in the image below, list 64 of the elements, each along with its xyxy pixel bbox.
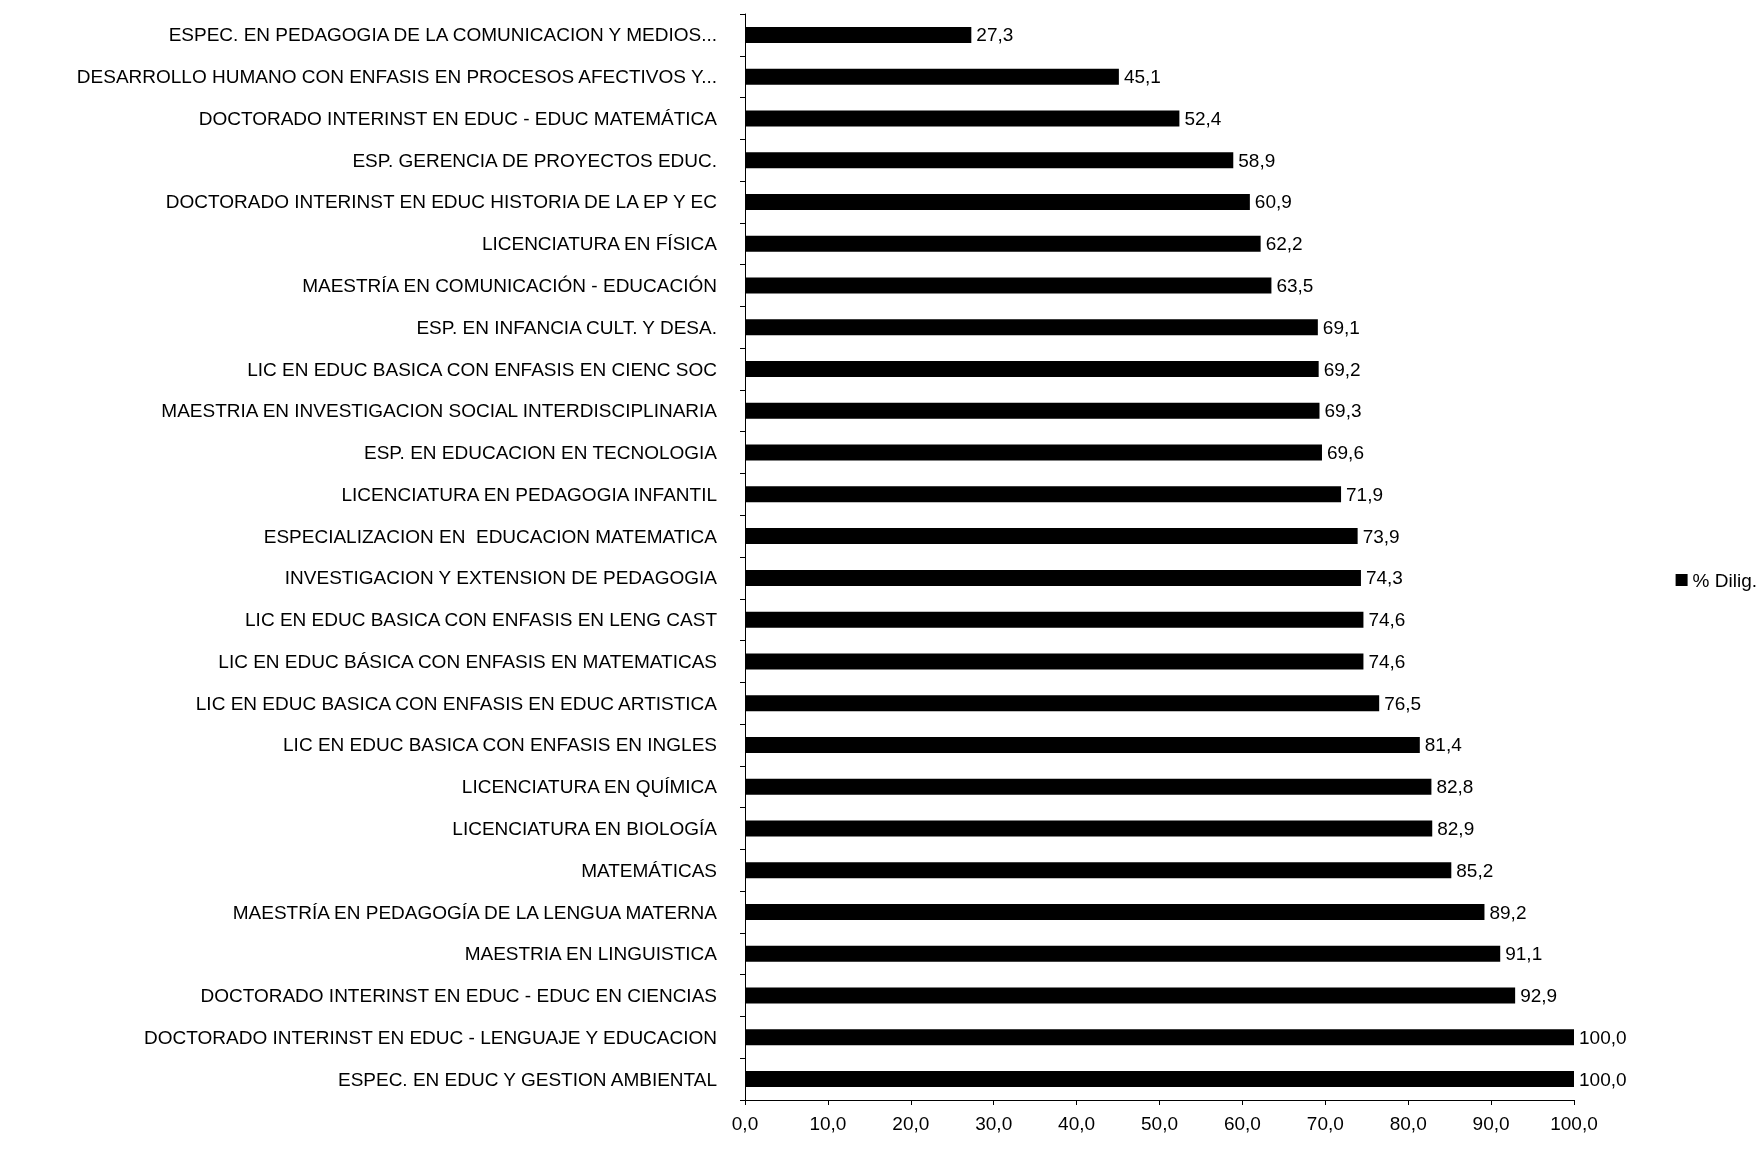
y-tick-label: DOCTORADO INTERINST EN EDUC - LENGUAJE Y EDUCACION xyxy=(144,1026,717,1048)
y-tick-label: DOCTORADO INTERINST EN EDUC HISTORIA DE LA EP Y EC xyxy=(165,191,717,213)
y-tick-label: LICENCIATURA EN FÍSICA xyxy=(481,233,718,255)
data-label: 69,2 xyxy=(1323,358,1361,380)
y-tick-label: ESPEC. EN EDUC Y GESTION AMBIENTAL xyxy=(337,1068,717,1090)
x-tick-label: 70,0 xyxy=(1306,1113,1344,1134)
data-label: 71,9 xyxy=(1346,483,1384,505)
y-tick-label: ESP. EN EDUCACION EN TECNOLOGIA xyxy=(364,442,718,464)
y-tick-label: MAESTRÍA EN COMUNICACIÓN - EDUCACIÓN xyxy=(302,275,717,296)
data-label: 92,9 xyxy=(1520,985,1558,1007)
y-tick-label: LIC EN EDUC BASICA CON ENFASIS EN LENG CAST xyxy=(245,609,718,631)
data-label: 100,0 xyxy=(1579,1068,1627,1090)
legend-label: % Dilig. xyxy=(1692,569,1757,591)
data-label: 82,8 xyxy=(1436,776,1474,798)
data-label: 89,2 xyxy=(1489,901,1527,923)
data-label: 74,3 xyxy=(1365,567,1403,589)
y-tick-label: LICENCIATURA EN QUÍMICA xyxy=(461,776,718,798)
x-tick-label: 100,0 xyxy=(1550,1113,1598,1134)
x-tick-label: 0,0 xyxy=(731,1113,759,1134)
x-tick-label: 90,0 xyxy=(1472,1113,1510,1134)
data-label: 81,4 xyxy=(1424,734,1463,756)
x-tick-label: 30,0 xyxy=(975,1113,1013,1134)
data-label: 45,1 xyxy=(1123,66,1161,88)
y-tick-label: ESP. GERENCIA DE PROYECTOS EDUC. xyxy=(352,149,717,171)
y-tick-label: DOCTORADO INTERINST EN EDUC - EDUC EN CIENCIAS xyxy=(200,985,717,1007)
y-tick-label: DOCTORADO INTERINST EN EDUC - EDUC MATEMÁTICA xyxy=(198,107,718,129)
y-tick-label: LIC EN EDUC BASICA CON ENFASIS EN INGLES xyxy=(283,734,717,756)
data-label: 76,5 xyxy=(1384,692,1422,714)
data-label: 73,9 xyxy=(1362,525,1400,547)
x-tick-label: 80,0 xyxy=(1389,1113,1427,1134)
x-tick-label: 20,0 xyxy=(892,1113,930,1134)
y-tick-label: MAESTRIA EN INVESTIGACION SOCIAL INTERDISCIPLINARIA xyxy=(161,400,718,422)
y-tick-label: LIC EN EDUC BASICA CON ENFASIS EN CIENC SOC xyxy=(247,358,717,380)
data-label: 69,3 xyxy=(1324,400,1362,422)
x-tick-label: 40,0 xyxy=(1058,1113,1096,1134)
data-label: 63,5 xyxy=(1276,275,1314,296)
y-tick-label: LIC EN EDUC BÁSICA CON ENFASIS EN MATEMATICAS xyxy=(218,650,717,672)
y-tick-label: MAESTRIA EN LINGUISTICA xyxy=(464,943,718,965)
y-tick-label: LIC EN EDUC BASICA CON ENFASIS EN EDUC ARTISTICA xyxy=(195,692,718,714)
y-tick-label: ESPEC. EN PEDAGOGIA DE LA COMUNICACION Y MEDIOS... xyxy=(168,24,717,46)
data-label: 27,3 xyxy=(976,24,1014,46)
data-label: 91,1 xyxy=(1505,943,1543,965)
data-label: 52,4 xyxy=(1184,107,1222,129)
x-tick-label: 10,0 xyxy=(809,1113,847,1134)
data-label: 100,0 xyxy=(1579,1026,1627,1048)
y-tick-label: LICENCIATURA EN BIOLOGÍA xyxy=(452,818,718,839)
data-label: 74,6 xyxy=(1368,609,1406,631)
data-label: 58,9 xyxy=(1238,149,1276,171)
y-tick-label: ESPECIALIZACION EN EDUCACION MATEMATICA xyxy=(263,525,718,547)
data-label: 74,6 xyxy=(1368,650,1406,672)
x-tick-label: 60,0 xyxy=(1223,1113,1261,1134)
data-label: 82,9 xyxy=(1437,818,1475,839)
data-label: 60,9 xyxy=(1254,191,1292,213)
y-tick-label: LICENCIATURA EN PEDAGOGIA INFANTIL xyxy=(341,483,717,505)
data-label: 62,2 xyxy=(1265,233,1303,255)
data-label: 69,6 xyxy=(1326,442,1364,464)
data-label: 69,1 xyxy=(1322,316,1360,338)
y-tick-label: MAESTRÍA EN PEDAGOGÍA DE LA LENGUA MATERNA xyxy=(232,901,718,923)
y-tick-label: MATEMÁTICAS xyxy=(581,859,717,881)
y-tick-label: DESARROLLO HUMANO CON ENFASIS EN PROCESOS AFECTIVOS Y... xyxy=(76,66,717,88)
data-label: 85,2 xyxy=(1456,859,1494,881)
x-tick-label: 50,0 xyxy=(1141,1113,1178,1134)
y-tick-label: INVESTIGACION Y EXTENSION DE PEDAGOGIA xyxy=(284,567,718,589)
y-tick-label: ESP. EN INFANCIA CULT. Y DESA. xyxy=(416,316,717,338)
